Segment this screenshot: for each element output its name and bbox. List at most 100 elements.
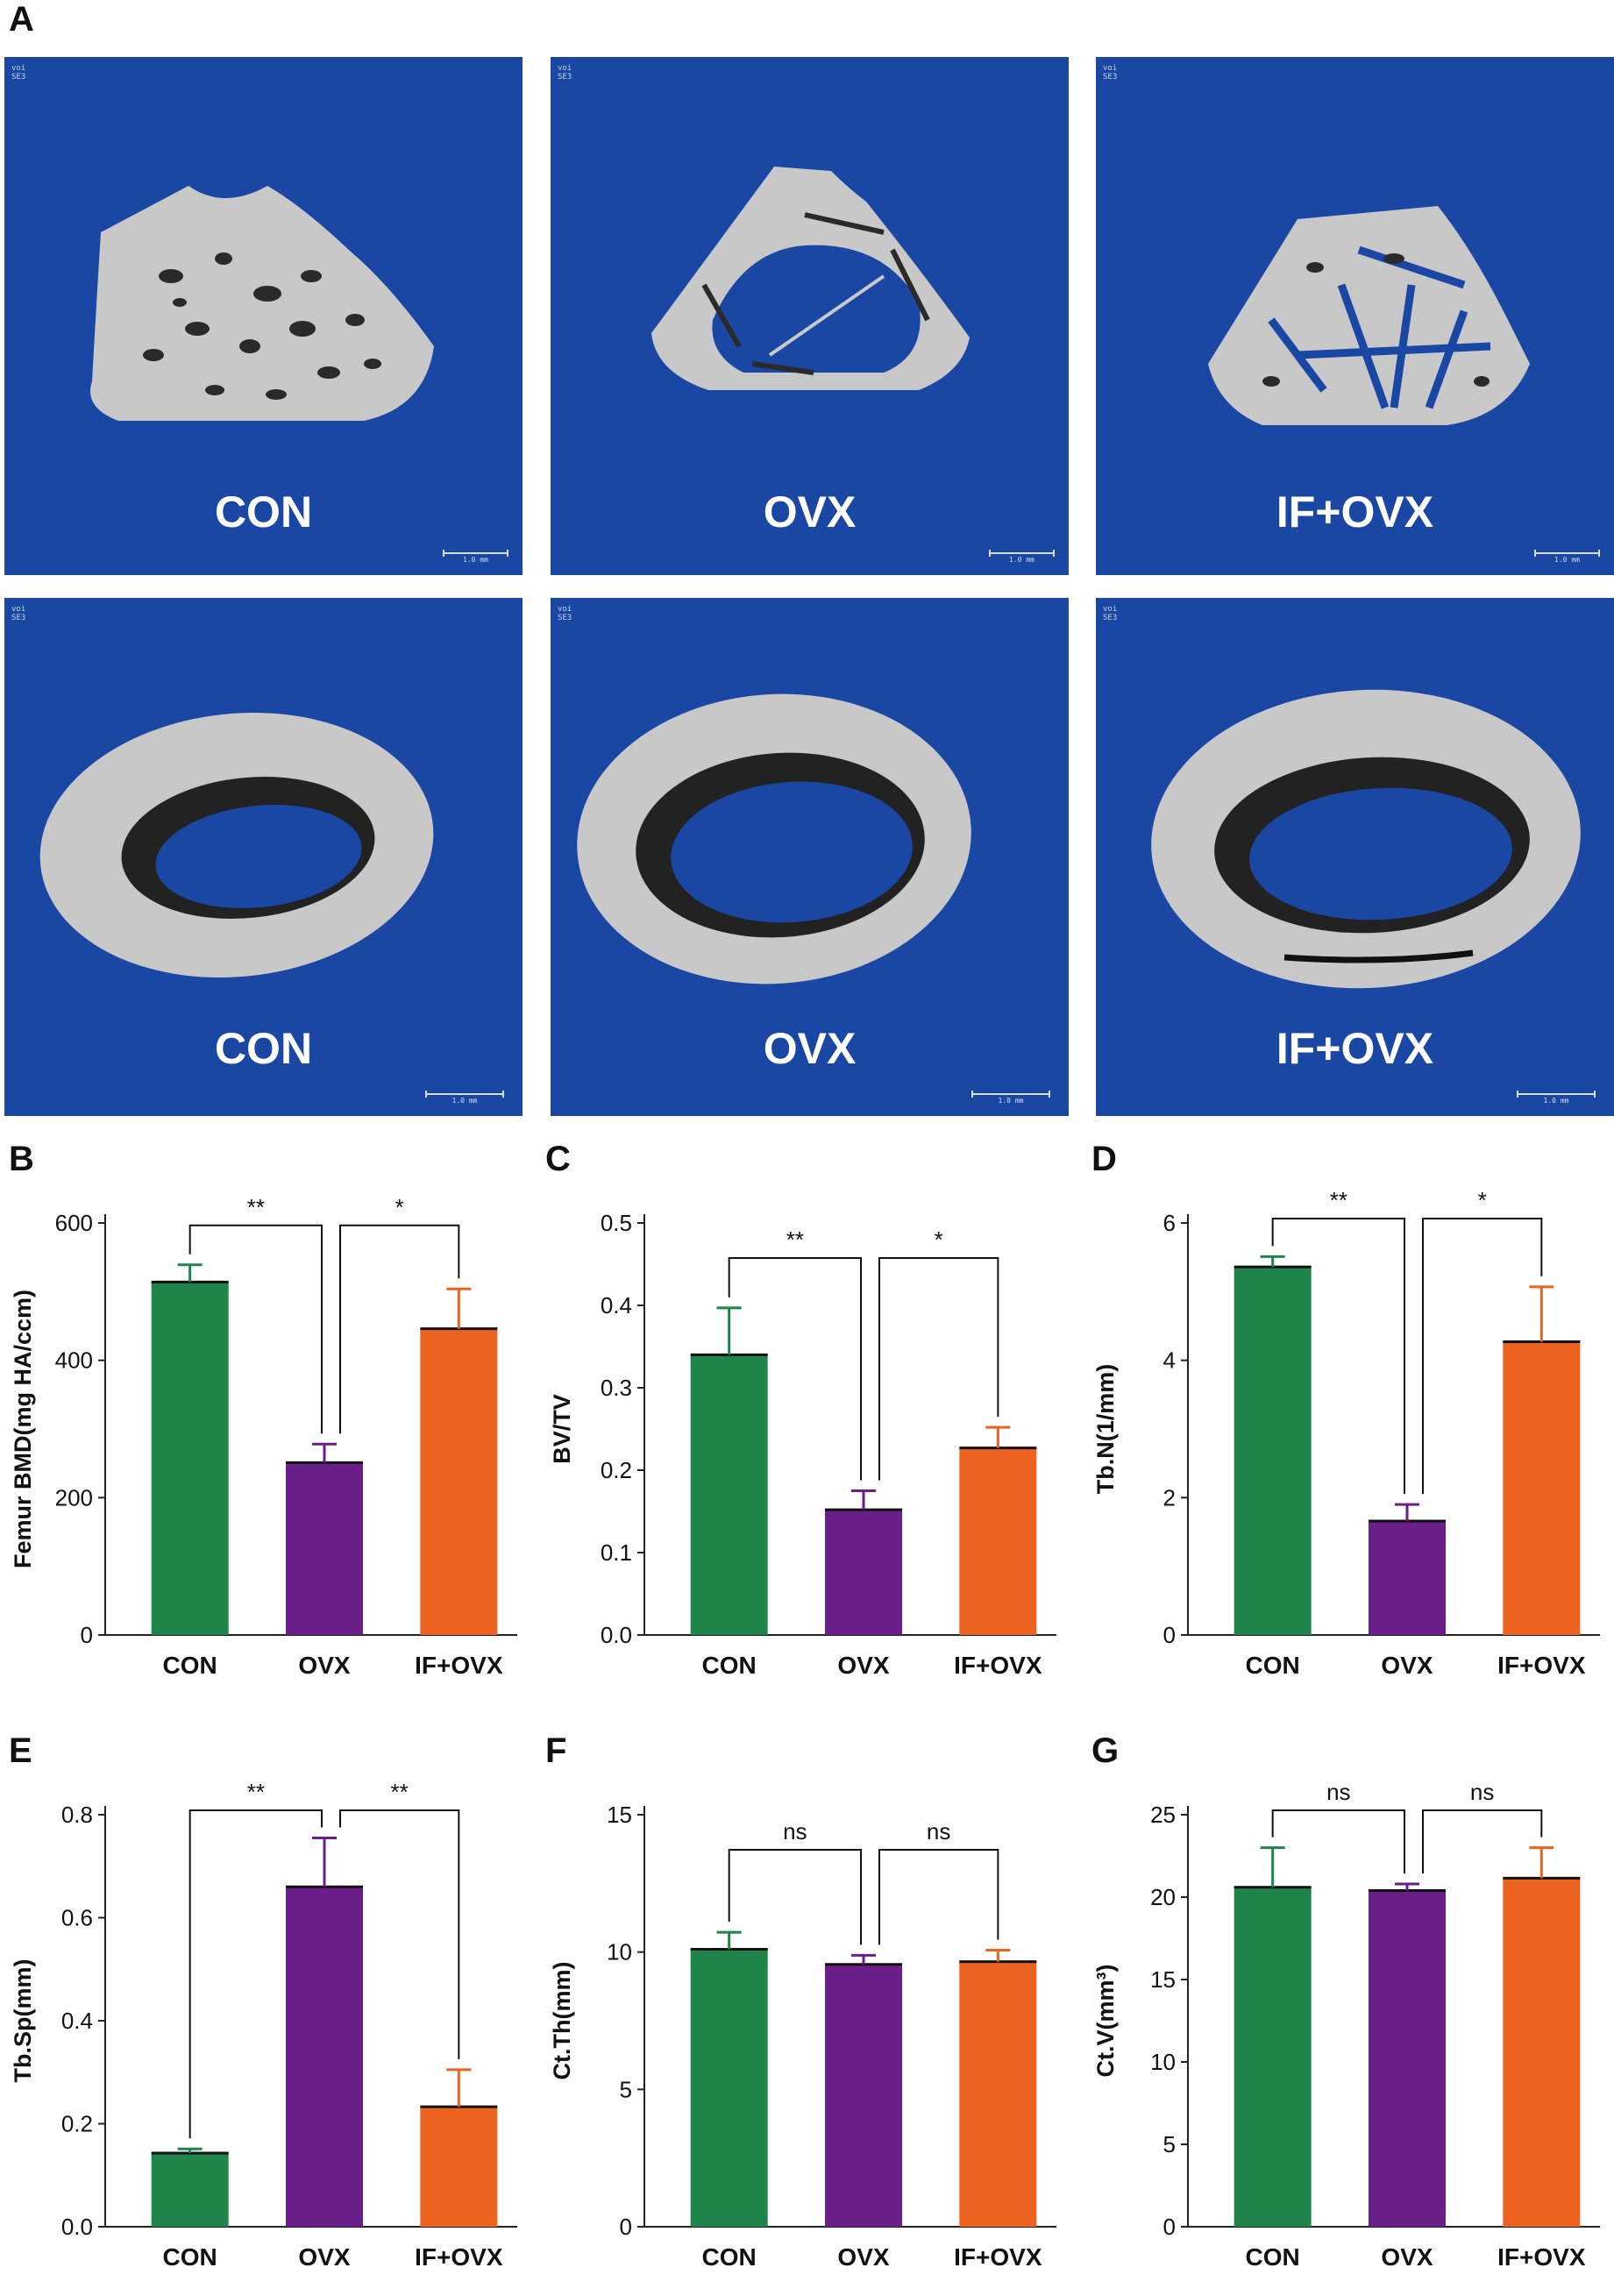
y-tick-label: 20 xyxy=(1150,1884,1176,1910)
cortical-bone-render xyxy=(577,693,971,985)
scale-bar: 1.0 mm xyxy=(1517,1091,1596,1105)
chart-g-ct-v: 0 5 10 15 20 25 Ct.V(mm³) CON OVX IF+OVX ns ns xyxy=(1092,1779,1600,2271)
x-tick-label: IF+OVX xyxy=(1497,1652,1586,1679)
y-tick-label: 15 xyxy=(1150,1966,1176,1993)
y-tick-label: 2 xyxy=(1163,1484,1176,1511)
bar-ifovx xyxy=(1503,1878,1581,2227)
x-tick-label: IF+OVX xyxy=(954,1652,1042,1679)
significance-label: ** xyxy=(391,1779,409,1805)
y-tick-label: 0.3 xyxy=(601,1375,632,1401)
x-tick-label: OVX xyxy=(837,1652,889,1679)
tile-label: IF+OVX xyxy=(1276,487,1434,537)
microct-tile-con-trabecular: voi SE3 CON 1.0 mm xyxy=(4,57,523,575)
y-tick-label: 0.4 xyxy=(601,1292,632,1319)
significance-bracket xyxy=(728,1257,862,1481)
panel-label-g: G xyxy=(1091,1731,1120,1770)
panel-label-a: A xyxy=(9,0,34,39)
y-tick-label: 400 xyxy=(55,1347,93,1374)
y-tick-label: 0.8 xyxy=(61,1802,93,1828)
tile-label: CON xyxy=(214,487,313,537)
bar-ovx xyxy=(825,1510,902,1635)
y-tick-label: 0.0 xyxy=(61,2214,93,2240)
scale-bar: 1.0 mm xyxy=(443,550,508,564)
significance-label: ns xyxy=(783,1818,807,1845)
significance-bracket xyxy=(1422,1809,1543,1873)
microct-tile-if-ovx-trabecular: voi SE3 IF+OVX 1.0 mm xyxy=(1096,57,1614,575)
bar-ovx xyxy=(825,1964,902,2227)
bar-ovx xyxy=(1369,1520,1446,1635)
y-tick-label: 5 xyxy=(1163,2131,1176,2157)
cortical-bone-render xyxy=(39,712,434,978)
tile-label: OVX xyxy=(763,487,857,537)
x-tick-label: IF+OVX xyxy=(415,2243,503,2271)
bar-ifovx xyxy=(420,1328,498,1635)
y-axis-label: BV/TV xyxy=(549,1394,575,1464)
significance-bracket xyxy=(728,1849,862,1945)
x-tick-label: IF+OVX xyxy=(1497,2243,1586,2271)
x-tick-label: OVX xyxy=(298,2243,350,2271)
significance-label: * xyxy=(1478,1187,1487,1213)
x-tick-label: CON xyxy=(163,1652,217,1679)
significance-bracket xyxy=(1271,1218,1405,1495)
significance-label: * xyxy=(395,1194,404,1220)
significance-bracket xyxy=(1422,1218,1543,1495)
significance-bracket xyxy=(1271,1809,1405,1873)
bar-ifovx xyxy=(959,1961,1037,2227)
significance-label: ns xyxy=(1470,1779,1494,1805)
bar-con xyxy=(1234,1887,1312,2227)
tile-header: voi SE3 xyxy=(11,64,26,82)
y-tick-label: 0.1 xyxy=(601,1539,632,1566)
y-tick-label: 10 xyxy=(607,1939,632,1965)
y-tick-label: 0 xyxy=(1163,2214,1176,2240)
scale-bar: 1.0 mm xyxy=(989,550,1055,564)
y-axis-label: Femur BMD(mg HA/ccm) xyxy=(10,1290,36,1568)
trabecular-bone-render xyxy=(1208,206,1530,425)
scale-bar: 1.0 mm xyxy=(425,1091,504,1105)
bar-con xyxy=(690,1949,768,2227)
y-tick-label: 5 xyxy=(620,2076,632,2102)
panel-label-d: D xyxy=(1091,1140,1117,1178)
scale-bar: 1.0 mm xyxy=(1534,550,1600,564)
chart-b-femur-bmd: 0 200 400 600 Femur BMD(mg HA/ccm) CON OVX IF+O… xyxy=(10,1194,517,1679)
cortical-bone-render xyxy=(1151,689,1581,989)
x-tick-label: OVX xyxy=(1381,1652,1433,1679)
tile-label: CON xyxy=(214,1024,313,1073)
tile-label: IF+OVX xyxy=(1276,1024,1434,1073)
y-tick-label: 6 xyxy=(1163,1210,1176,1236)
bar-ifovx xyxy=(959,1447,1037,1635)
y-tick-label: 0.0 xyxy=(601,1622,632,1648)
trabecular-bone-render xyxy=(90,186,434,421)
chart-e-tb-sp: 0.0 0.2 0.4 0.6 0.8 Tb.Sp(mm) CON OVX IF+OVX ** ** xyxy=(10,1779,517,2271)
bar-ovx xyxy=(286,1887,363,2227)
panel-label-f: F xyxy=(545,1731,567,1770)
bar-con xyxy=(690,1354,768,1635)
y-tick-label: 0 xyxy=(1163,1622,1176,1648)
y-tick-label: 25 xyxy=(1150,1802,1176,1828)
y-axis-label: Ct.V(mm³) xyxy=(1092,1965,1119,2078)
significance-label: ** xyxy=(1330,1187,1347,1213)
chart-f-ct-th: 0 5 10 15 Ct.Th(mm) CON OVX IF+OVX ns ns xyxy=(549,1802,1056,2271)
bar-ovx xyxy=(286,1462,363,1635)
significance-bracket xyxy=(339,1224,460,1434)
tile-label: OVX xyxy=(763,1024,857,1073)
x-tick-label: OVX xyxy=(298,1652,350,1679)
y-tick-label: 0.2 xyxy=(601,1457,632,1483)
tile-header: voi SE3 xyxy=(11,605,26,622)
bar-con xyxy=(151,2152,229,2227)
significance-label: ns xyxy=(1326,1779,1350,1805)
y-tick-label: 0.2 xyxy=(61,2111,93,2137)
panel-label-b: B xyxy=(9,1140,34,1178)
tile-header: voi SE3 xyxy=(558,605,572,622)
microct-tile-if-ovx-cortical: voi SE3 IF+OVX 1.0 mm xyxy=(1096,598,1614,1116)
y-tick-label: 600 xyxy=(55,1210,93,1236)
significance-bracket xyxy=(878,1849,999,1945)
x-tick-label: OVX xyxy=(1381,2243,1433,2271)
x-tick-label: IF+OVX xyxy=(954,2243,1042,2271)
microct-tile-ovx-trabecular: voi SE3 OVX 1.0 mm xyxy=(551,57,1069,575)
x-tick-label: CON xyxy=(163,2243,217,2271)
y-axis-label: Tb.N(1/mm) xyxy=(1092,1364,1119,1495)
x-tick-label: CON xyxy=(1246,2243,1300,2271)
x-tick-label: CON xyxy=(1246,1652,1300,1679)
